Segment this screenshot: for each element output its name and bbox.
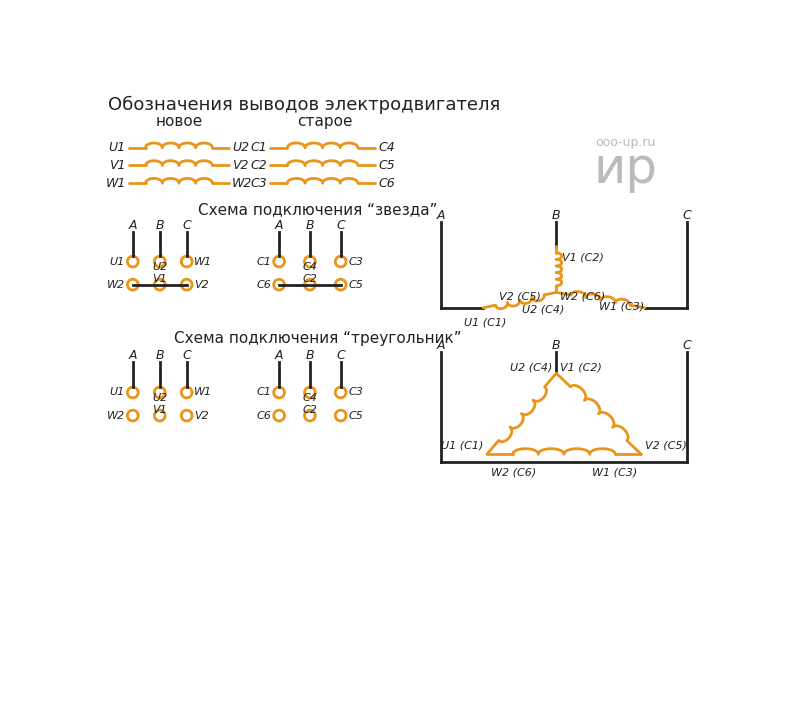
Text: A: A bbox=[129, 348, 137, 362]
Text: C3: C3 bbox=[349, 256, 363, 267]
Text: C4: C4 bbox=[378, 141, 395, 154]
Text: U2 (C4): U2 (C4) bbox=[510, 362, 553, 372]
Text: V1 (C2): V1 (C2) bbox=[562, 253, 604, 263]
Text: C1: C1 bbox=[250, 141, 266, 154]
Text: U2: U2 bbox=[152, 394, 167, 403]
Text: C2: C2 bbox=[250, 159, 266, 172]
Text: V2 (C5): V2 (C5) bbox=[645, 440, 686, 451]
Text: V2: V2 bbox=[232, 159, 249, 172]
Text: V1 (C2): V1 (C2) bbox=[560, 362, 602, 372]
Text: U1 (C1): U1 (C1) bbox=[441, 440, 483, 451]
Text: B: B bbox=[552, 339, 561, 353]
Text: A: A bbox=[275, 348, 283, 362]
Text: V1: V1 bbox=[152, 274, 167, 284]
Text: U2: U2 bbox=[232, 141, 250, 154]
Text: C1: C1 bbox=[257, 256, 271, 267]
Text: U1 (C1): U1 (C1) bbox=[464, 317, 506, 327]
Text: V2 (C5): V2 (C5) bbox=[498, 291, 541, 301]
Text: C5: C5 bbox=[378, 159, 395, 172]
Text: C3: C3 bbox=[349, 387, 363, 398]
Text: W2 (C6): W2 (C6) bbox=[560, 291, 606, 301]
Text: Схема подключения “звезда”: Схема подключения “звезда” bbox=[198, 202, 438, 217]
Text: старое: старое bbox=[298, 114, 353, 129]
Text: W1: W1 bbox=[106, 177, 126, 189]
Text: C: C bbox=[336, 348, 345, 362]
Text: C: C bbox=[683, 339, 691, 353]
Text: B: B bbox=[306, 220, 314, 232]
Text: W1: W1 bbox=[194, 387, 213, 398]
Text: W2: W2 bbox=[232, 177, 253, 189]
Text: ooo-up.ru: ooo-up.ru bbox=[595, 136, 656, 149]
Text: W1: W1 bbox=[194, 256, 213, 267]
Text: Схема подключения “треугольник”: Схема подключения “треугольник” bbox=[174, 331, 462, 346]
Text: U2: U2 bbox=[152, 263, 167, 272]
Text: C3: C3 bbox=[250, 177, 266, 189]
Text: W1 (C3): W1 (C3) bbox=[592, 468, 637, 478]
Text: C4: C4 bbox=[302, 263, 318, 272]
Text: ир: ир bbox=[594, 145, 658, 193]
Text: W1 (C3): W1 (C3) bbox=[598, 301, 644, 311]
Text: U1: U1 bbox=[110, 387, 125, 398]
Text: C5: C5 bbox=[349, 410, 363, 420]
Text: V2: V2 bbox=[194, 410, 209, 420]
Text: A: A bbox=[437, 339, 445, 353]
Text: C: C bbox=[182, 348, 191, 362]
Text: A: A bbox=[275, 220, 283, 232]
Text: C6: C6 bbox=[257, 410, 271, 420]
Text: U1: U1 bbox=[109, 141, 126, 154]
Text: U1: U1 bbox=[110, 256, 125, 267]
Text: C: C bbox=[182, 220, 191, 232]
Text: W2 (C6): W2 (C6) bbox=[491, 468, 536, 478]
Text: B: B bbox=[552, 208, 561, 222]
Text: C6: C6 bbox=[257, 279, 271, 289]
Text: A: A bbox=[129, 220, 137, 232]
Text: C1: C1 bbox=[257, 387, 271, 398]
Text: V1: V1 bbox=[110, 159, 126, 172]
Text: C6: C6 bbox=[378, 177, 395, 189]
Text: B: B bbox=[155, 220, 164, 232]
Text: новое: новое bbox=[155, 114, 202, 129]
Text: W2: W2 bbox=[107, 410, 125, 420]
Text: C: C bbox=[336, 220, 345, 232]
Text: B: B bbox=[306, 348, 314, 362]
Text: V1: V1 bbox=[152, 405, 167, 415]
Text: V2: V2 bbox=[194, 279, 209, 289]
Text: U2 (C4): U2 (C4) bbox=[522, 304, 564, 314]
Text: B: B bbox=[155, 348, 164, 362]
Text: C2: C2 bbox=[302, 274, 318, 284]
Text: W2: W2 bbox=[107, 279, 125, 289]
Text: C5: C5 bbox=[349, 279, 363, 289]
Text: C4: C4 bbox=[302, 394, 318, 403]
Text: C2: C2 bbox=[302, 405, 318, 415]
Text: Обозначения выводов электродвигателя: Обозначения выводов электродвигателя bbox=[108, 96, 501, 114]
Text: A: A bbox=[437, 208, 445, 222]
Text: C: C bbox=[683, 208, 691, 222]
